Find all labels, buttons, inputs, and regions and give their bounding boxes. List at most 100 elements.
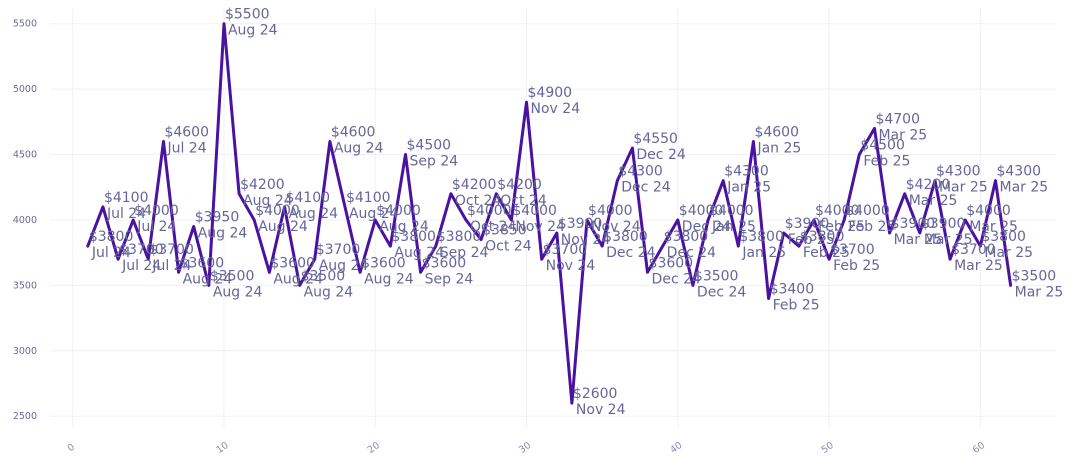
month-label: Feb 25	[803, 245, 850, 261]
month-label: Nov 24	[515, 219, 565, 235]
month-label: Mar 25	[894, 232, 943, 248]
data-point	[374, 218, 377, 222]
price-label: $4200	[906, 177, 951, 193]
price-label: $3950	[195, 210, 240, 226]
month-label: Feb 25	[848, 219, 895, 235]
price-label: $3700	[951, 242, 996, 258]
month-label: Dec 24	[621, 180, 670, 196]
data-point	[661, 244, 664, 248]
x-tick-label: 20	[366, 440, 382, 456]
price-label: $3700	[543, 242, 588, 258]
month-label: Sep 24	[410, 154, 459, 170]
data-point	[495, 192, 498, 195]
y-tick-label: 5000	[13, 84, 37, 95]
y-tick-label: 4000	[13, 215, 37, 226]
data-point	[888, 231, 891, 235]
price-label: $4000	[815, 203, 860, 219]
month-label: Aug 24	[213, 284, 263, 300]
data-point	[555, 231, 558, 235]
price-label: $4000	[679, 203, 724, 219]
month-label: Mar 25	[954, 258, 1003, 274]
price-label: $3850	[482, 223, 527, 239]
month-label: Jul 24	[121, 258, 161, 274]
data-point	[812, 218, 816, 222]
month-label: Nov 24	[531, 101, 581, 117]
month-label: Aug 24	[258, 219, 308, 235]
price-label: $4550	[633, 131, 678, 147]
month-label: Aug 24	[183, 271, 233, 287]
month-label: Jan 25	[726, 180, 771, 196]
month-label: Sep 24	[425, 271, 474, 287]
month-label: Aug 24	[198, 226, 248, 242]
month-label: Aug 24	[349, 206, 399, 222]
price-label: $4000	[467, 203, 512, 219]
data-point	[570, 401, 574, 405]
data-point	[192, 225, 195, 228]
data-point	[782, 231, 785, 235]
price-label: $4000	[845, 203, 890, 219]
data-point	[540, 258, 543, 261]
price-label: $4000	[709, 203, 754, 219]
price-label: $3800	[664, 229, 709, 245]
data-point	[797, 244, 801, 248]
month-label: Mar 25	[984, 245, 1033, 261]
month-label: Feb 25	[863, 154, 910, 170]
month-label: Aug 24	[273, 271, 323, 287]
month-label: Aug 24	[379, 219, 429, 235]
data-point	[585, 218, 589, 222]
month-label: Sep 24	[440, 245, 489, 261]
price-label: $4000	[134, 203, 179, 219]
month-label: Mar 25	[909, 193, 958, 209]
month-label: Feb 25	[788, 232, 835, 248]
data-point	[268, 271, 271, 274]
data-point	[948, 258, 952, 261]
price-series-line	[86, 22, 1013, 405]
price-label: $3800	[800, 229, 845, 245]
month-label: Mar 25	[939, 180, 988, 196]
month-label: Jul 24	[91, 245, 131, 261]
data-point	[600, 244, 604, 248]
data-point	[449, 192, 453, 195]
price-label: $3500	[301, 268, 346, 284]
data-point	[616, 179, 619, 182]
price-label: $4700	[875, 111, 920, 127]
price-label: $4900	[528, 85, 573, 101]
data-point	[979, 244, 982, 248]
data-point	[389, 244, 392, 248]
data-point	[253, 218, 256, 222]
data-point	[676, 218, 680, 222]
month-label: Jul 24	[136, 219, 176, 235]
price-label: $4300	[724, 164, 769, 180]
month-label: Feb 25	[818, 219, 865, 235]
price-label: $4300	[936, 164, 981, 180]
data-point	[767, 297, 770, 300]
price-label: $3900	[558, 216, 603, 232]
data-point	[903, 192, 906, 195]
